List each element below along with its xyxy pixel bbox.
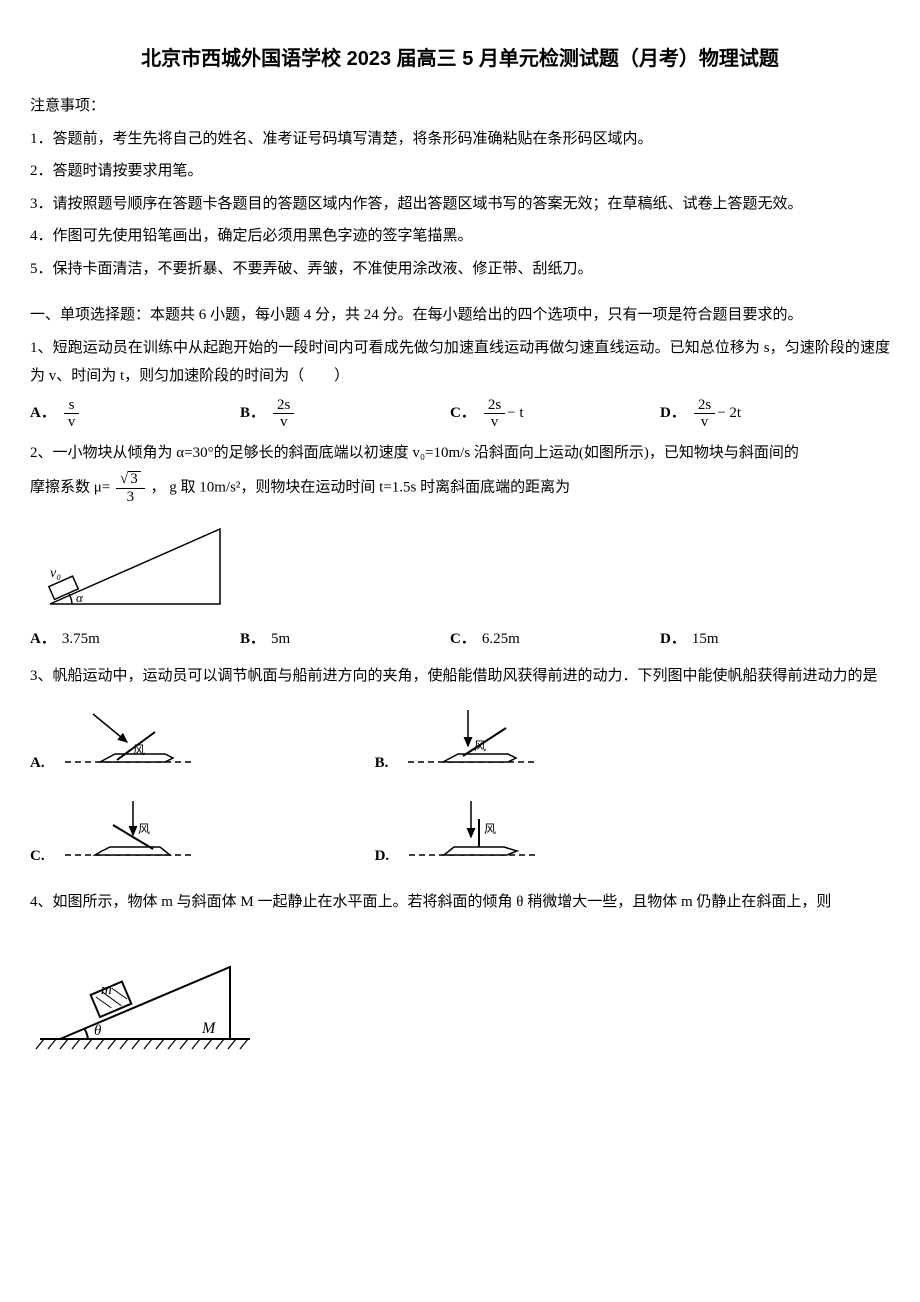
- q1-opt-c: C． 2s v − t: [450, 397, 600, 431]
- q2-stem-b: 摩擦系数 μ= √3 3 ， g 取 10m/s²，则物块在运动时间 t=1.5…: [30, 471, 890, 505]
- angle-arc-icon: [69, 594, 72, 604]
- boat-b-icon: 风: [398, 702, 548, 777]
- hull-icon: [443, 754, 516, 762]
- q1-opt-d: D． 2s v − 2t: [660, 397, 810, 431]
- wind-label: 风: [138, 822, 150, 836]
- q2-options: A．3.75m B．5m C．6.25m D．15m: [30, 625, 890, 654]
- notes-block: 注意事项： 1．答题前，考生先将自己的姓名、准考证号码填写清楚，将条形码准确粘贴…: [30, 92, 890, 283]
- q2-figure: v₀ α: [30, 509, 890, 619]
- v0-label: v₀: [50, 566, 61, 581]
- incline-svg: v₀ α: [30, 509, 230, 619]
- q2-opt-b: B．5m: [240, 625, 390, 654]
- q1-stem: 1、短跑运动员在训练中从起跑开始的一段时间内可看成先做匀加速直线运动再做匀速直线…: [30, 334, 890, 391]
- opt-label-a: A．: [30, 399, 56, 428]
- q1-opt-a: A． s v: [30, 397, 180, 431]
- note-3: 3．请按照题号顺序在答题卡各题目的答题区域内作答，超出答题区域书写的答案无效；在…: [30, 190, 890, 219]
- wind-arrow-icon: [93, 714, 127, 742]
- q3-stem: 3、帆船运动中，运动员可以调节帆面与船前进方向的夹角，使船能借助风获得前进的动力…: [30, 662, 890, 691]
- boat-c-icon: 风: [55, 795, 205, 870]
- page-title: 北京市西城外国语学校 2023 届高三 5 月单元检测试题（月考）物理试题: [30, 40, 890, 78]
- m-label: m: [101, 982, 112, 998]
- note-5: 5．保持卡面清洁，不要折暴、不要弄破、弄皱，不准使用涂改液、修正带、刮纸刀。: [30, 255, 890, 284]
- q2-opt-a: A．3.75m: [30, 625, 180, 654]
- opt-label-d: D．: [660, 399, 686, 428]
- section-1-header: 一、单项选择题：本题共 6 小题，每小题 4 分，共 24 分。在每小题给出的四…: [30, 301, 890, 330]
- q4-figure: θ m M: [30, 927, 890, 1068]
- boat-a-icon: 风: [55, 702, 205, 777]
- note-1: 1．答题前，考生先将自己的姓名、准考证号码填写清楚，将条形码准确粘贴在条形码区域…: [30, 125, 890, 154]
- q3-row-2: C. 风 D.: [30, 795, 890, 870]
- q2-opt-d: D．15m: [660, 625, 810, 654]
- q1-b-frac: 2s v: [273, 397, 294, 431]
- q2-mu-frac: √3 3: [116, 471, 145, 505]
- hull-icon: [444, 847, 517, 855]
- q1-d-frac: 2s v: [694, 397, 715, 431]
- q1-options: A． s v B． 2s v C． 2s v − t D．: [30, 397, 890, 431]
- q1-opt-b: B． 2s v: [240, 397, 390, 431]
- q3-row-1: A. 风 B.: [30, 702, 890, 777]
- alpha-label: α: [76, 590, 84, 605]
- q2-stem-a: 2、一小物块从倾角为 α=30°的足够长的斜面底端以初速度 v₀=10m/s 沿…: [30, 439, 890, 468]
- q3-opt-c: C. 风: [30, 795, 205, 870]
- notes-header: 注意事项：: [30, 92, 890, 121]
- theta-arc-icon: [84, 1028, 88, 1039]
- wind-label: 风: [133, 743, 145, 757]
- q2-opt-c: C．6.25m: [450, 625, 600, 654]
- q3-opt-a: A. 风: [30, 702, 205, 777]
- boat-d-icon: 风: [399, 795, 549, 870]
- wedge-svg: θ m M: [30, 927, 260, 1057]
- opt-label-c: C．: [450, 399, 476, 428]
- q1-a-frac: s v: [64, 397, 80, 431]
- hull-icon: [95, 847, 170, 855]
- wind-label: 风: [474, 739, 486, 753]
- note-4: 4．作图可先使用铅笔画出，确定后必须用黑色字迹的签字笔描黑。: [30, 222, 890, 251]
- q3-opt-d: D. 风: [375, 795, 550, 870]
- note-2: 2．答题时请按要求用笔。: [30, 157, 890, 186]
- wind-label: 风: [484, 822, 496, 836]
- q3-opt-b: B. 风: [375, 702, 549, 777]
- theta-label: θ: [94, 1023, 102, 1039]
- q4-stem: 4、如图所示，物体 m 与斜面体 M 一起静止在水平面上。若将斜面的倾角 θ 稍…: [30, 888, 890, 917]
- opt-label-b: B．: [240, 399, 265, 428]
- questions-block: 一、单项选择题：本题共 6 小题，每小题 4 分，共 24 分。在每小题给出的四…: [30, 301, 890, 1067]
- q1-c-frac: 2s v: [484, 397, 505, 431]
- big-m-label: M: [201, 1020, 217, 1037]
- ground-hatch-icon: [36, 1039, 248, 1049]
